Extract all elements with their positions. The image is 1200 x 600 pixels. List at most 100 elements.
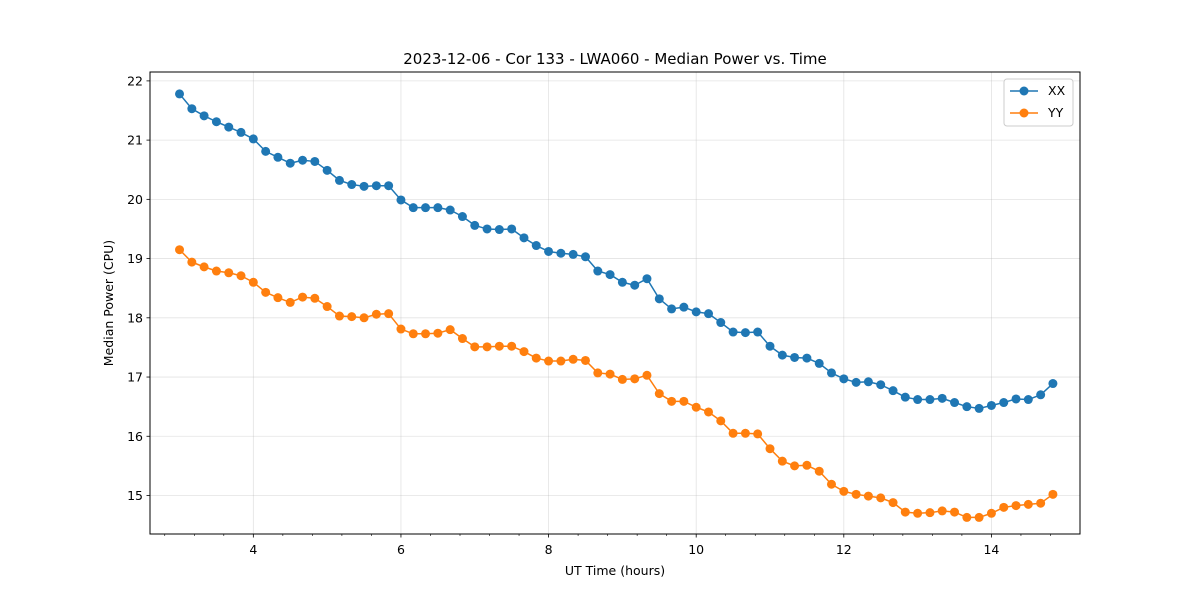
data-point-xx	[359, 181, 369, 191]
data-point-yy	[728, 428, 738, 438]
data-point-xx	[236, 127, 246, 137]
x-tick-label: 12	[836, 542, 852, 557]
data-point-xx	[531, 241, 541, 251]
data-point-yy	[371, 309, 381, 319]
data-point-xx	[175, 89, 185, 99]
data-point-xx	[457, 212, 467, 222]
data-point-yy	[470, 342, 480, 352]
data-point-xx	[925, 395, 935, 405]
data-point-yy	[790, 461, 800, 471]
plot-frame	[149, 71, 1081, 535]
data-point-yy	[298, 292, 308, 302]
data-point-yy	[974, 512, 984, 522]
data-point-yy	[630, 374, 640, 384]
data-point-xx	[654, 294, 664, 304]
data-point-xx	[913, 395, 923, 405]
data-point-xx	[802, 353, 812, 363]
data-point-xx	[371, 181, 381, 191]
data-point-xx	[753, 327, 763, 337]
data-point-xx	[1036, 390, 1046, 400]
data-point-yy	[347, 312, 357, 322]
data-point-xx	[248, 134, 258, 144]
data-point-xx	[261, 146, 271, 156]
data-point-xx	[421, 203, 431, 213]
x-tick-label: 8	[545, 542, 553, 557]
x-axis-label: UT Time (hours)	[565, 563, 665, 578]
y-tick-label: 21	[127, 133, 143, 148]
data-point-yy	[716, 416, 726, 426]
data-point-yy	[236, 271, 246, 281]
data-point-yy	[334, 311, 344, 321]
data-point-yy	[396, 324, 406, 334]
data-point-xx	[580, 252, 590, 262]
data-point-xx	[568, 249, 578, 259]
data-point-xx	[704, 309, 714, 319]
data-point-xx	[273, 152, 283, 162]
data-point-yy	[482, 342, 492, 352]
data-point-yy	[642, 370, 652, 380]
data-point-yy	[199, 262, 209, 272]
data-point-xx	[888, 386, 898, 396]
data-point-yy	[593, 368, 603, 378]
data-point-xx	[950, 398, 960, 408]
data-point-yy	[740, 428, 750, 438]
data-point-xx	[863, 377, 873, 387]
data-point-xx	[334, 175, 344, 185]
data-point-xx	[790, 352, 800, 362]
data-point-yy	[999, 502, 1009, 512]
data-point-xx	[445, 205, 455, 215]
data-point-xx	[285, 158, 295, 168]
series-xx	[175, 89, 1058, 413]
data-point-yy	[310, 293, 320, 303]
data-point-yy	[962, 512, 972, 522]
data-point-xx	[1048, 379, 1058, 389]
data-point-xx	[384, 181, 394, 191]
legend-label-xx: XX	[1048, 83, 1066, 98]
data-point-yy	[777, 456, 787, 466]
data-point-xx	[507, 224, 517, 234]
data-point-xx	[408, 203, 418, 213]
data-point-xx	[1023, 395, 1033, 405]
y-tick-label: 18	[127, 310, 143, 325]
data-point-xx	[728, 327, 738, 337]
data-point-xx	[617, 277, 627, 287]
y-tick-label: 15	[127, 488, 143, 503]
legend-marker-xx	[1019, 86, 1029, 96]
data-point-yy	[580, 355, 590, 365]
data-point-xx	[839, 374, 849, 384]
data-point-yy	[913, 508, 923, 518]
data-point-xx	[937, 393, 947, 403]
data-point-yy	[937, 506, 947, 516]
data-point-yy	[888, 498, 898, 508]
data-point-xx	[482, 224, 492, 234]
x-tick-label: 4	[249, 542, 257, 557]
data-point-xx	[986, 400, 996, 410]
data-point-xx	[716, 318, 726, 328]
data-point-xx	[199, 111, 209, 121]
data-point-yy	[925, 508, 935, 518]
data-point-yy	[691, 402, 701, 412]
data-point-yy	[556, 356, 566, 366]
data-point-xx	[876, 380, 886, 390]
data-point-yy	[876, 493, 886, 503]
legend: XX YY	[1003, 78, 1074, 127]
data-point-yy	[617, 374, 627, 384]
data-point-yy	[285, 297, 295, 307]
data-point-xx	[494, 225, 504, 235]
data-point-xx	[900, 392, 910, 402]
data-point-yy	[433, 328, 443, 338]
data-point-yy	[851, 489, 861, 499]
data-point-xx	[691, 307, 701, 317]
data-point-yy	[211, 266, 221, 276]
data-point-yy	[384, 309, 394, 319]
data-point-xx	[679, 302, 689, 312]
legend-marker-yy	[1019, 108, 1029, 118]
data-point-yy	[187, 257, 197, 267]
data-point-yy	[986, 508, 996, 518]
data-point-xx	[962, 402, 972, 412]
data-point-xx	[765, 341, 775, 351]
data-point-xx	[322, 165, 332, 175]
data-point-yy	[605, 369, 615, 379]
data-point-xx	[211, 117, 221, 127]
